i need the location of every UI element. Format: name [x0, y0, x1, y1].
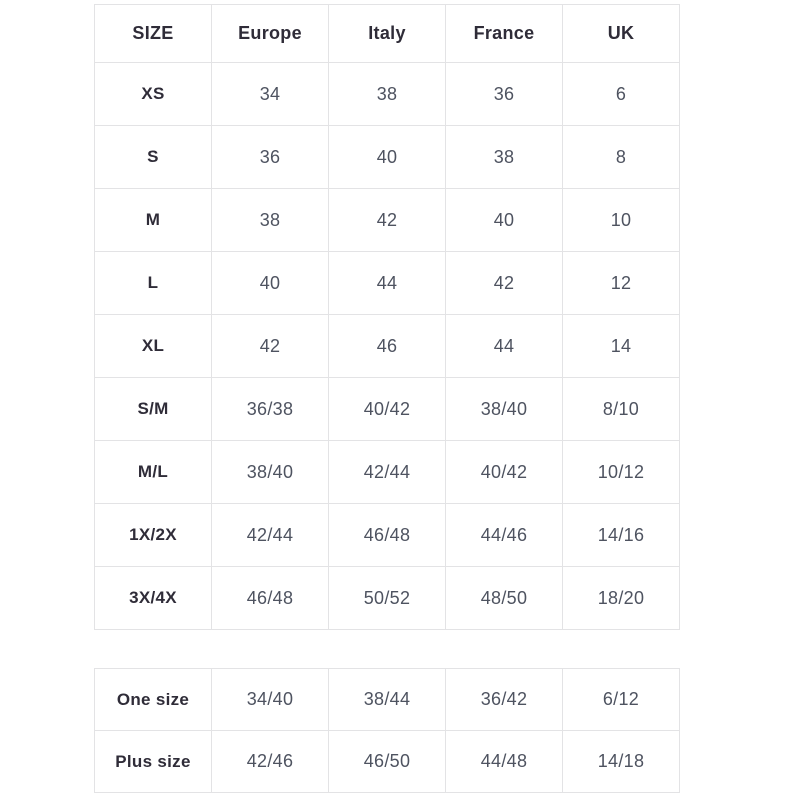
size-value-cell: 42/44: [211, 503, 329, 567]
table-row-plus-size: Plus size 42/46 46/50 44/48 14/18: [94, 730, 680, 793]
size-value-cell: 38: [211, 188, 329, 252]
table-row-one-size: One size 34/40 38/44 36/42 6/12: [94, 668, 680, 731]
size-value-cell: 46: [328, 314, 446, 378]
size-value-cell: 38/40: [211, 440, 329, 504]
size-value-cell: 44/48: [445, 730, 563, 793]
column-header-uk: UK: [562, 4, 680, 63]
size-value-cell: 42: [328, 188, 446, 252]
size-value-cell: 36: [445, 62, 563, 126]
size-value-cell: 10/12: [562, 440, 680, 504]
size-value-cell: 40/42: [445, 440, 563, 504]
size-value-cell: 14/16: [562, 503, 680, 567]
column-header-france: France: [445, 4, 563, 63]
size-value-cell: 38: [445, 125, 563, 189]
size-label-cell: One size: [94, 668, 212, 731]
size-value-cell: 36/38: [211, 377, 329, 441]
size-value-cell: 8/10: [562, 377, 680, 441]
size-value-cell: 38: [328, 62, 446, 126]
size-label-cell: L: [94, 251, 212, 315]
column-header-europe: Europe: [211, 4, 329, 63]
special-sizes-table: One size 34/40 38/44 36/42 6/12 Plus siz…: [94, 668, 680, 793]
size-label-cell: Plus size: [94, 730, 212, 793]
size-value-cell: 38/40: [445, 377, 563, 441]
table-row-1x-2x: 1X/2X 42/44 46/48 44/46 14/16: [94, 503, 680, 567]
size-value-cell: 36/42: [445, 668, 563, 731]
size-value-cell: 44: [328, 251, 446, 315]
size-label-cell: M: [94, 188, 212, 252]
size-label-cell: XS: [94, 62, 212, 126]
table-row-m-l: M/L 38/40 42/44 40/42 10/12: [94, 440, 680, 504]
table-row-xl: XL 42 46 44 14: [94, 314, 680, 378]
column-header-italy: Italy: [328, 4, 446, 63]
size-value-cell: 42/46: [211, 730, 329, 793]
size-value-cell: 8: [562, 125, 680, 189]
size-value-cell: 44: [445, 314, 563, 378]
size-value-cell: 6/12: [562, 668, 680, 731]
size-label-cell: 1X/2X: [94, 503, 212, 567]
size-value-cell: 42: [445, 251, 563, 315]
size-value-cell: 10: [562, 188, 680, 252]
size-label-cell: 3X/4X: [94, 566, 212, 630]
size-value-cell: 34/40: [211, 668, 329, 731]
size-label-cell: S: [94, 125, 212, 189]
table-row-3x-4x: 3X/4X 46/48 50/52 48/50 18/20: [94, 566, 680, 630]
size-value-cell: 6: [562, 62, 680, 126]
size-value-cell: 46/50: [328, 730, 446, 793]
size-conversion-table: SIZE Europe Italy France UK XS 34 38 36 …: [94, 4, 680, 630]
size-value-cell: 50/52: [328, 566, 446, 630]
size-value-cell: 12: [562, 251, 680, 315]
size-value-cell: 46/48: [328, 503, 446, 567]
size-value-cell: 42/44: [328, 440, 446, 504]
size-value-cell: 40/42: [328, 377, 446, 441]
table-row-xs: XS 34 38 36 6: [94, 62, 680, 126]
size-value-cell: 40: [445, 188, 563, 252]
size-label-cell: S/M: [94, 377, 212, 441]
size-value-cell: 14: [562, 314, 680, 378]
column-header-size: SIZE: [94, 4, 212, 63]
size-value-cell: 18/20: [562, 566, 680, 630]
size-value-cell: 34: [211, 62, 329, 126]
size-value-cell: 40: [328, 125, 446, 189]
table-row-l: L 40 44 42 12: [94, 251, 680, 315]
size-value-cell: 48/50: [445, 566, 563, 630]
table-header-row: SIZE Europe Italy France UK: [94, 4, 680, 63]
table-row-s: S 36 40 38 8: [94, 125, 680, 189]
table-row-s-m: S/M 36/38 40/42 38/40 8/10: [94, 377, 680, 441]
table-row-m: M 38 42 40 10: [94, 188, 680, 252]
size-value-cell: 42: [211, 314, 329, 378]
size-label-cell: XL: [94, 314, 212, 378]
size-label-cell: M/L: [94, 440, 212, 504]
size-value-cell: 38/44: [328, 668, 446, 731]
size-value-cell: 40: [211, 251, 329, 315]
size-value-cell: 46/48: [211, 566, 329, 630]
size-value-cell: 44/46: [445, 503, 563, 567]
size-value-cell: 36: [211, 125, 329, 189]
size-value-cell: 14/18: [562, 730, 680, 793]
